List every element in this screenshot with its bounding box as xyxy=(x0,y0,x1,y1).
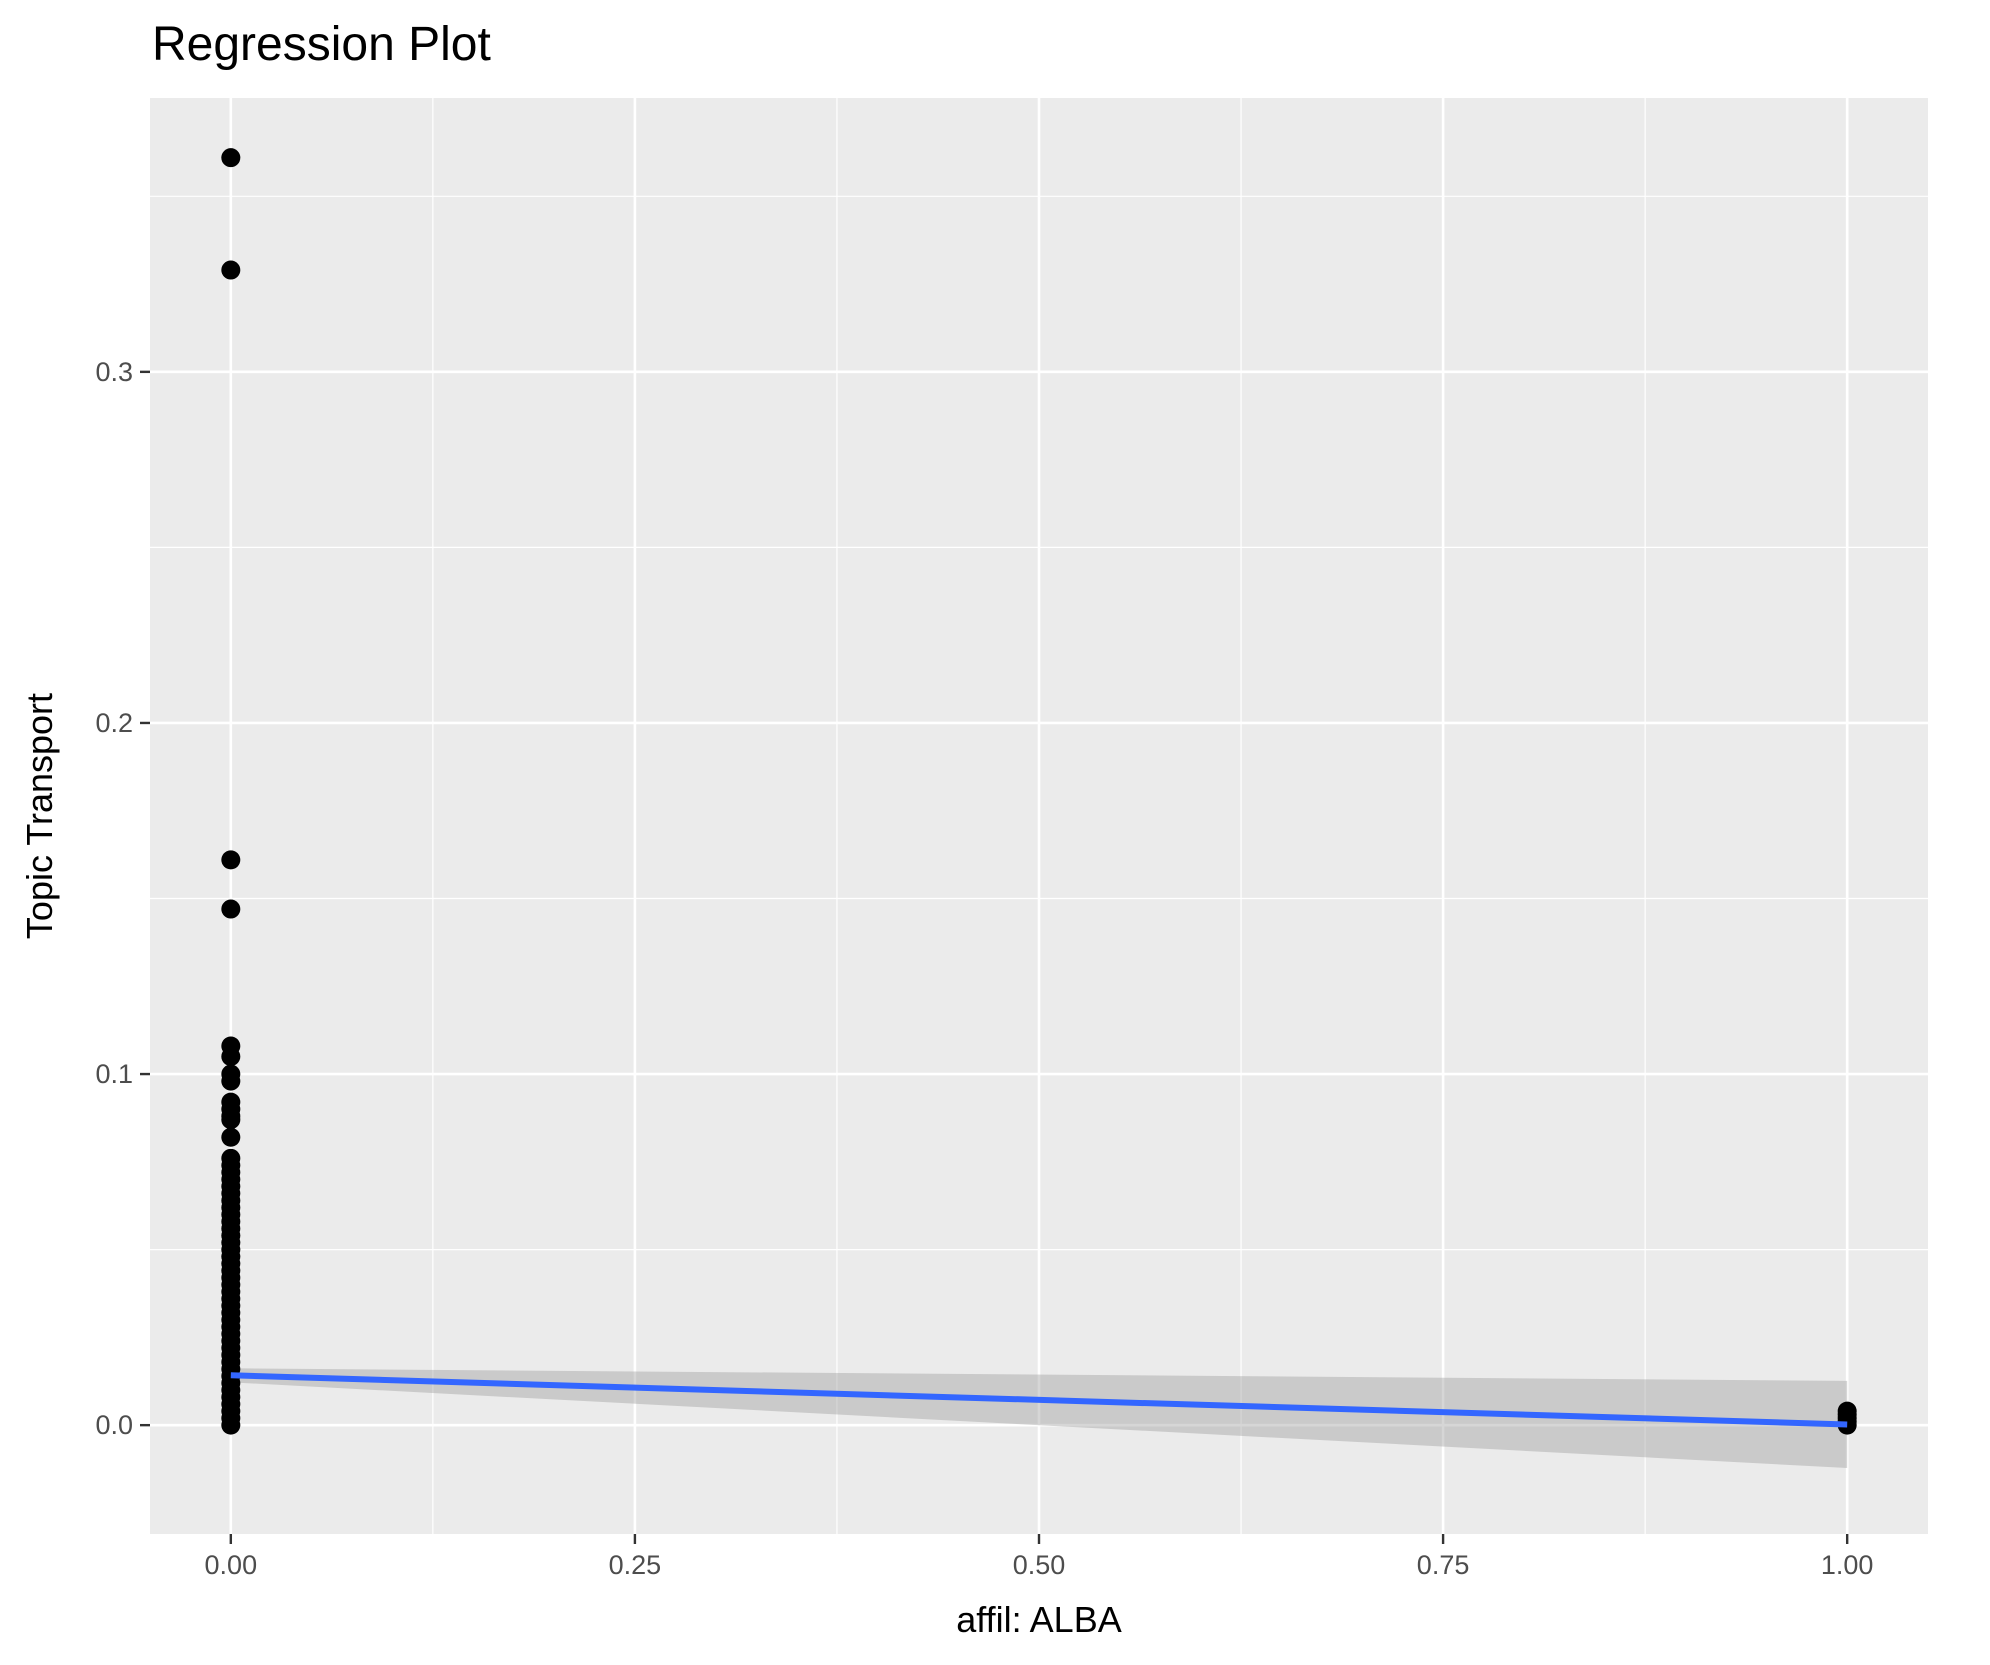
data-point xyxy=(221,1127,241,1147)
x-tick-label: 1.00 xyxy=(1821,1550,1874,1580)
x-axis-title: affil: ALBA xyxy=(956,1599,1121,1640)
data-point xyxy=(221,850,241,870)
regression-line-layer xyxy=(230,1372,1848,1428)
data-point xyxy=(221,1110,241,1130)
y-tick-label: 0.0 xyxy=(95,1410,133,1440)
data-point xyxy=(221,899,241,919)
y-axis: 0.0 0.1 0.2 0.3 xyxy=(95,357,150,1440)
y-tick-label: 0.3 xyxy=(95,357,133,387)
y-tick-label: 0.1 xyxy=(95,1059,133,1089)
confidence-ribbon xyxy=(230,1368,1848,1468)
x-tick-label: 0.50 xyxy=(1013,1550,1066,1580)
data-point xyxy=(221,1047,241,1067)
data-point xyxy=(221,148,241,168)
regression-line xyxy=(230,1372,1848,1428)
data-point xyxy=(221,260,241,280)
data-point xyxy=(221,1071,241,1091)
y-tick-label: 0.2 xyxy=(95,708,133,738)
confidence-ribbon-layer xyxy=(230,1368,1848,1468)
x-tick-label: 0.75 xyxy=(1417,1550,1470,1580)
x-tick-label: 0.25 xyxy=(609,1550,662,1580)
data-point xyxy=(1837,1415,1857,1435)
data-points xyxy=(221,148,1857,1435)
chart-title: Regression Plot xyxy=(152,18,491,71)
y-axis-title: Topic Transport xyxy=(19,693,60,939)
data-point xyxy=(221,1415,241,1435)
x-tick-label: 0.00 xyxy=(205,1550,258,1580)
x-axis: 0.00 0.25 0.50 0.75 1.00 xyxy=(205,1534,1874,1580)
